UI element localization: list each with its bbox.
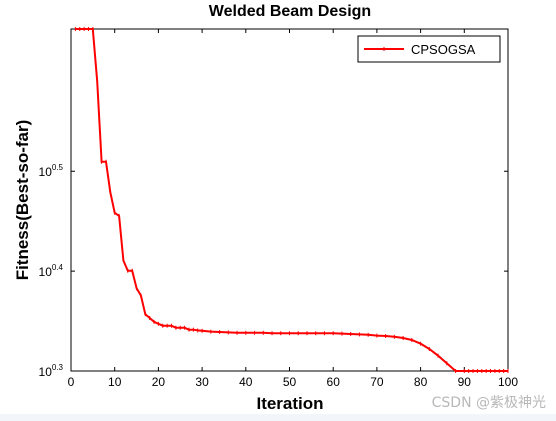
x-axis-ticks: 0 10 20 30 40 50 60 70 80 90 100: [68, 29, 518, 389]
y-tick-label: 100.5: [39, 163, 64, 179]
x-tick-label: 0: [68, 375, 75, 389]
series-markers: [74, 27, 509, 373]
plot-frame: [70, 28, 509, 372]
x-tick-label: 20: [152, 375, 166, 389]
y-axis-ticks: 100.3 100.4 100.5: [39, 163, 508, 379]
x-tick-label: 100: [498, 375, 518, 389]
x-tick-label: 40: [239, 375, 253, 389]
y-tick-label: 100.4: [39, 263, 64, 279]
x-tick-label: 70: [370, 375, 384, 389]
watermark-text: CSDN @紫极神光: [431, 395, 546, 411]
x-tick-label: 80: [414, 375, 428, 389]
bottom-strip: [0, 414, 556, 421]
chart-title: Welded Beam Design: [209, 3, 371, 20]
x-tick-label: 50: [283, 375, 297, 389]
series-line-cpsogsa: [75, 28, 508, 372]
x-tick-label: 10: [108, 375, 122, 389]
x-tick-label: 60: [327, 375, 341, 389]
y-tick-label: 100.3: [39, 363, 64, 379]
x-tick-label: 30: [195, 375, 209, 389]
x-axis-label: Iteration: [256, 394, 323, 413]
legend: CPSOGSA: [357, 35, 501, 63]
x-tick-label: 90: [458, 375, 472, 389]
legend-label-cpsogsa: CPSOGSA: [411, 42, 476, 57]
y-axis-label: Fitness(Best-so-far): [13, 120, 32, 281]
